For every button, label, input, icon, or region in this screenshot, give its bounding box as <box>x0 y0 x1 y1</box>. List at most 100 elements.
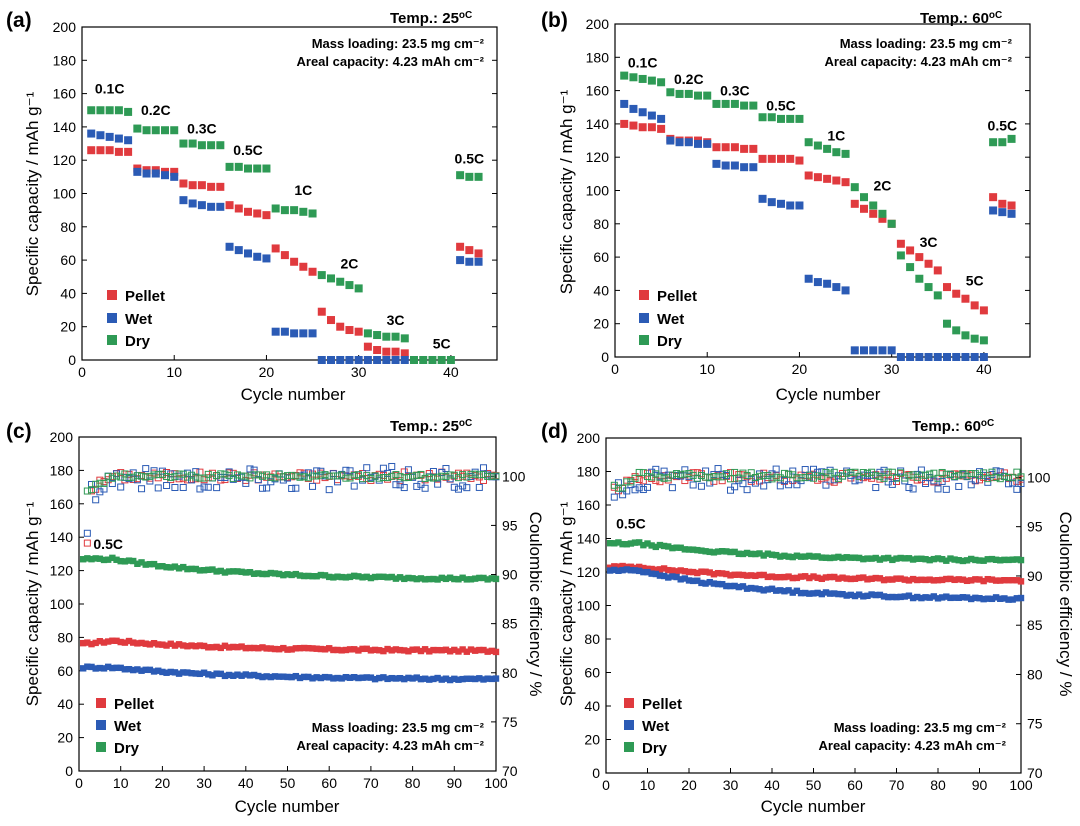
capacity-point-pellet <box>484 648 491 655</box>
capacity-point-dry <box>292 570 300 578</box>
efficiency-point-pellet <box>179 474 187 482</box>
capacity-point-dry <box>785 553 792 560</box>
legend-pellet-label: Pellet <box>125 288 165 305</box>
capacity-point-dry <box>104 556 112 563</box>
y-tick-label: 200 <box>50 429 74 445</box>
efficiency-point-wet <box>851 477 859 485</box>
capacity-point-pellet <box>660 565 668 572</box>
capacity-point-dry <box>213 568 220 575</box>
x-tick-label: 50 <box>806 777 822 793</box>
efficiency-point-wet <box>772 465 780 473</box>
capacity-point-dry <box>117 557 124 565</box>
point-wet <box>620 99 629 108</box>
efficiency-point-wet <box>739 480 747 488</box>
efficiency-point-dry <box>388 472 396 480</box>
efficiency-point-dry <box>1017 473 1025 481</box>
efficiency-point-dry <box>706 474 714 482</box>
panel-c-y2label: Coulombic efficiency / % <box>526 512 545 697</box>
y-tick-label: 40 <box>593 282 609 298</box>
y-tick-label: 40 <box>584 698 600 714</box>
capacity-point-dry <box>802 553 809 560</box>
y-tick-label: 120 <box>50 563 74 579</box>
point-pellet <box>749 144 758 153</box>
legend-pellet-label: Pellet <box>642 696 682 713</box>
efficiency-point-wet <box>213 484 221 492</box>
efficiency-point-wet <box>117 483 125 491</box>
panel-a-mass-loading: Mass loading: 23.5 mg cm⁻² <box>312 36 485 51</box>
capacity-point-wet <box>636 567 643 575</box>
capacity-point-wet <box>488 675 496 683</box>
point-pellet <box>105 146 114 155</box>
capacity-point-pellet <box>246 644 254 652</box>
efficiency-point-wet <box>830 476 838 484</box>
efficiency-point-dry <box>196 474 204 482</box>
capacity-point-wet <box>972 594 979 602</box>
point-wet <box>96 131 105 140</box>
efficiency-point-wet <box>764 476 772 484</box>
efficiency-point-dry <box>346 474 354 482</box>
rate-label: 2C <box>873 178 891 194</box>
capacity-point-pellet <box>926 576 933 583</box>
legend-pellet-marker <box>639 290 649 300</box>
capacity-point-wet <box>922 594 929 601</box>
capacity-point-pellet <box>822 574 830 581</box>
point-pellet <box>188 181 197 190</box>
capacity-point-wet <box>246 672 254 679</box>
legend-pellet-label: Pellet <box>657 288 697 305</box>
efficiency-point-wet <box>400 484 408 492</box>
capacity-point-wet <box>117 664 124 672</box>
point-dry <box>804 138 813 147</box>
y-tick-label: 180 <box>577 464 601 480</box>
point-dry <box>373 331 382 340</box>
legend-pellet-label: Pellet <box>114 696 154 713</box>
efficiency-point-dry <box>83 487 91 495</box>
efficiency-point-dry <box>146 472 154 480</box>
efficiency-point-dry <box>425 473 433 481</box>
point-dry <box>456 171 465 180</box>
efficiency-point-wet <box>826 466 834 474</box>
capacity-point-wet <box>209 672 216 679</box>
capacity-point-pellet <box>426 648 433 655</box>
y-tick-label: 20 <box>584 732 600 748</box>
capacity-point-dry <box>914 555 921 562</box>
efficiency-point-pellet <box>934 478 942 486</box>
capacity-point-wet <box>938 594 946 601</box>
efficiency-point-wet <box>1009 479 1017 487</box>
capacity-point-dry <box>200 567 208 574</box>
capacity-point-wet <box>710 580 718 587</box>
capacity-point-pellet <box>826 573 834 581</box>
efficiency-point-dry <box>334 472 342 480</box>
point-dry <box>887 219 896 228</box>
efficiency-point-dry <box>329 472 337 480</box>
capacity-point-dry <box>163 563 170 571</box>
capacity-point-dry <box>665 543 672 550</box>
point-dry <box>419 356 428 364</box>
capacity-point-pellet <box>188 642 195 649</box>
point-wet <box>906 353 915 361</box>
y-tick-label: 140 <box>50 529 74 545</box>
efficiency-point-dry <box>822 468 830 476</box>
capacity-point-wet <box>401 675 408 683</box>
capacity-point-wet <box>134 666 141 673</box>
capacity-point-dry <box>723 548 730 555</box>
point-dry <box>308 209 317 218</box>
plot-d: 0 10 20 30 40 50 60 70 80 90 100 0 20 40 60 80 100 120 140… <box>577 430 1051 793</box>
legend-pellet-marker <box>96 698 106 708</box>
efficiency-point-dry <box>221 470 229 478</box>
point-dry <box>410 356 418 364</box>
x-tick-label: 10 <box>699 361 715 377</box>
capacity-point-dry <box>471 575 479 582</box>
capacity-point-wet <box>764 586 772 593</box>
point-pellet <box>620 119 629 128</box>
capacity-point-dry <box>1013 556 1021 563</box>
efficiency-point-dry <box>379 473 387 481</box>
capacity-point-wet <box>163 669 170 676</box>
capacity-point-wet <box>292 672 300 680</box>
point-wet <box>832 283 841 292</box>
efficiency-point-pellet <box>814 476 822 484</box>
capacity-point-dry <box>710 549 718 556</box>
y-tick-label: 20 <box>593 316 609 332</box>
capacity-point-dry <box>309 573 316 580</box>
capacity-point-dry <box>221 569 229 576</box>
capacity-point-pellet <box>167 640 174 647</box>
